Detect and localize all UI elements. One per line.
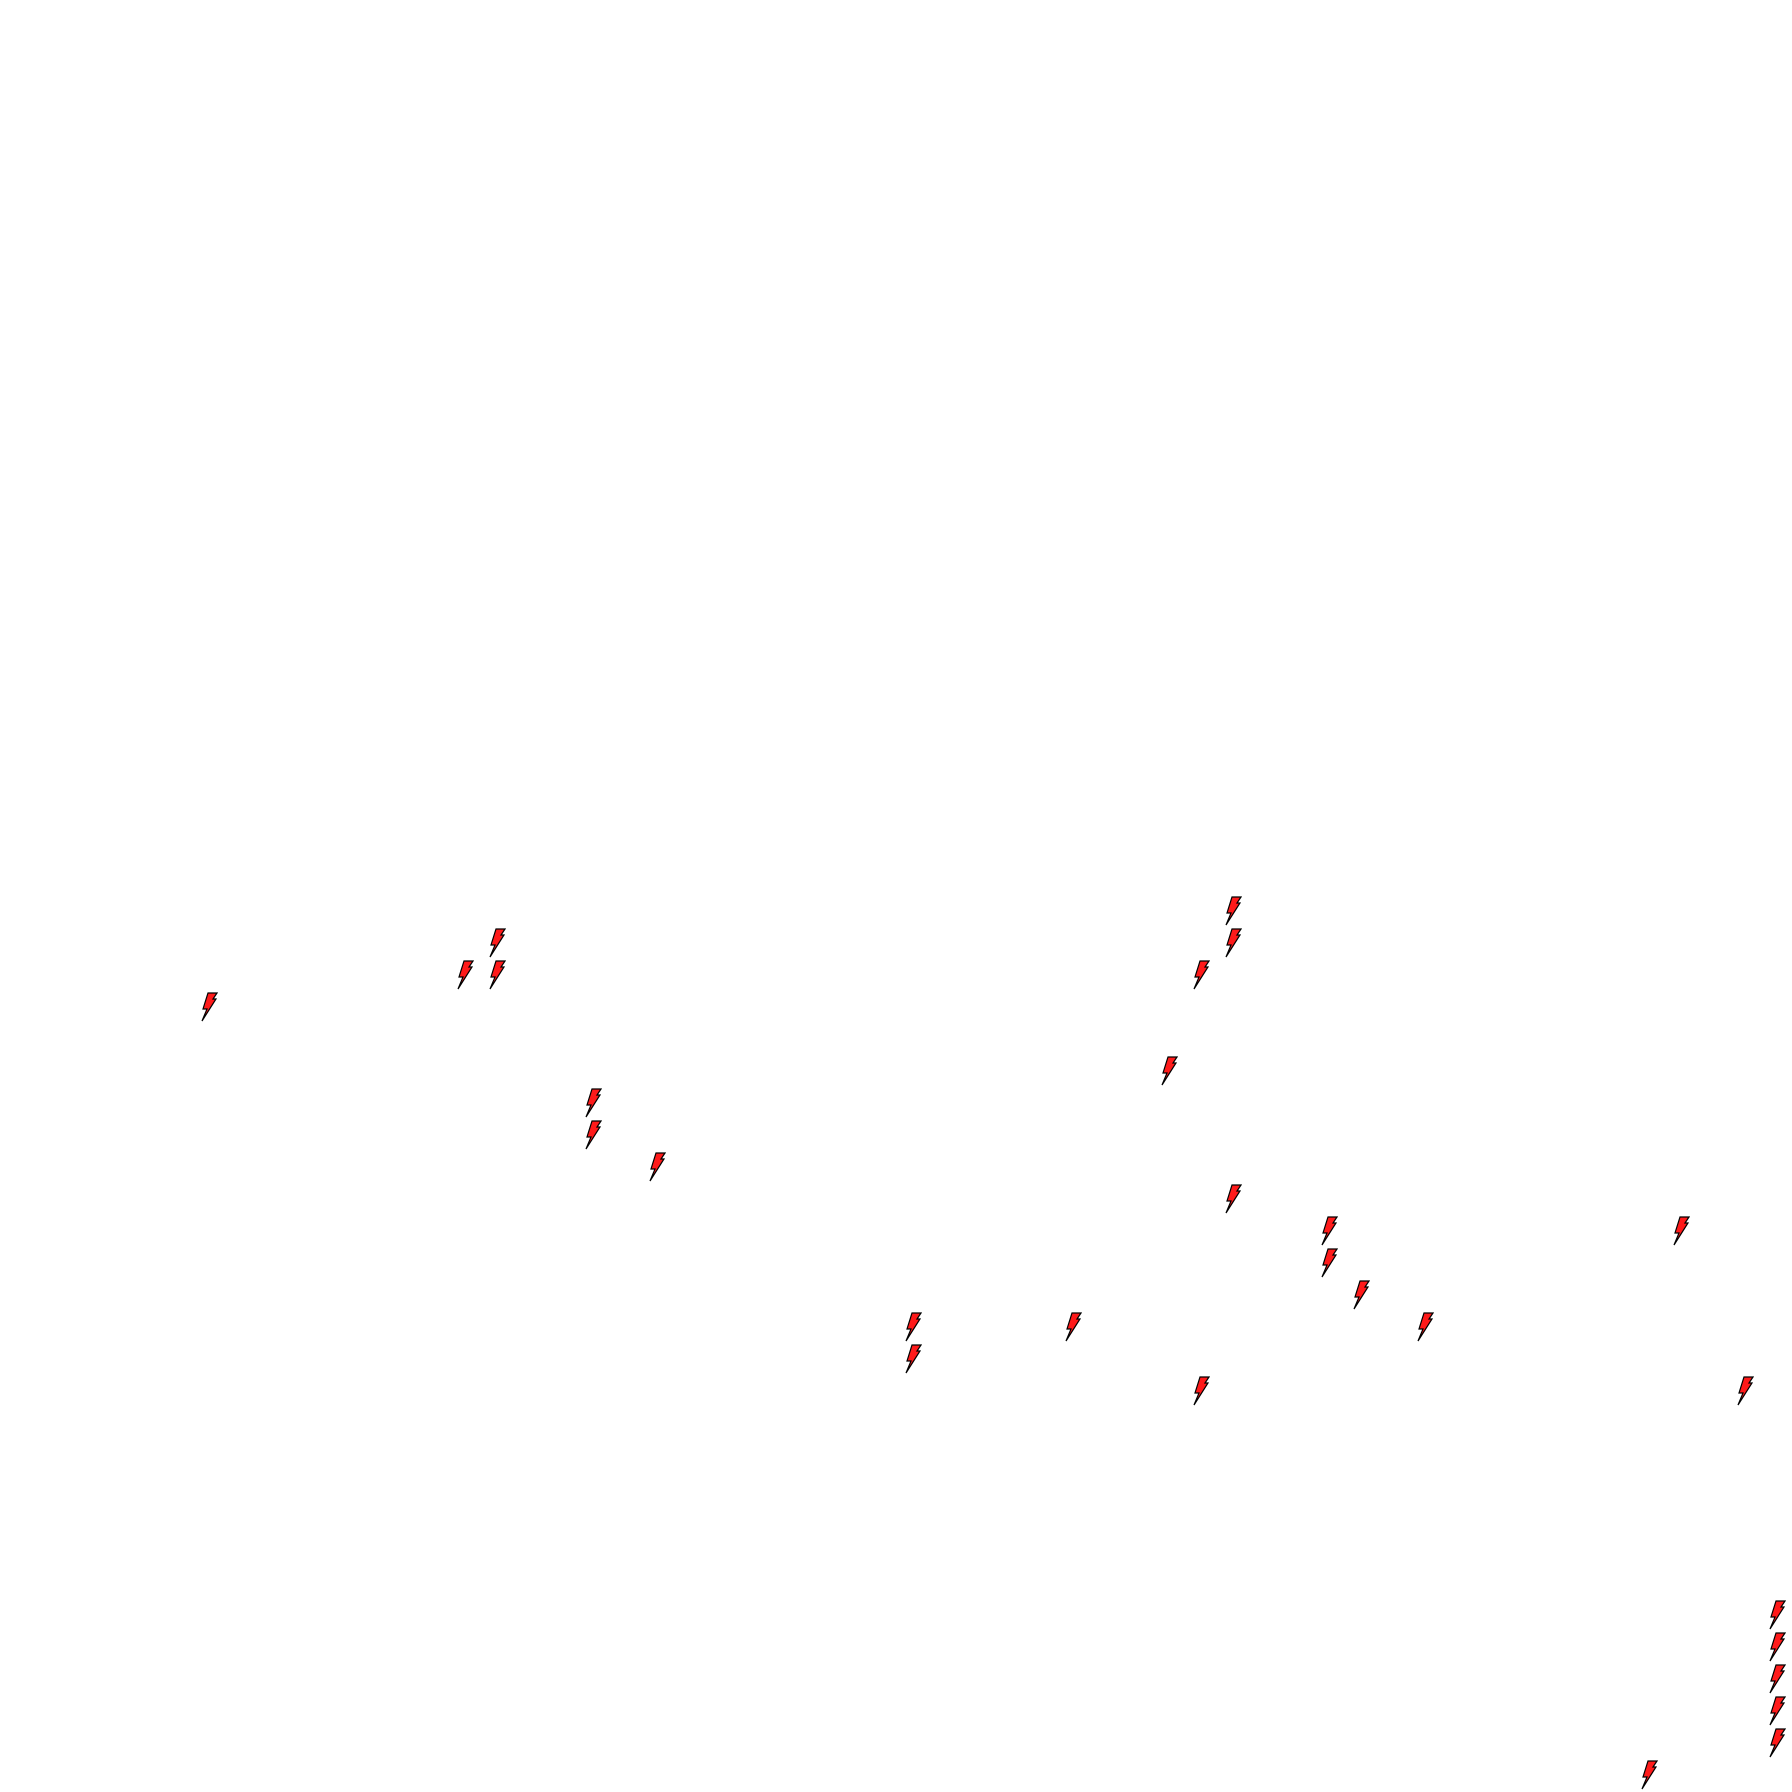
lightning-bolt-icon[interactable]	[1224, 1184, 1242, 1214]
lightning-bolt-icon[interactable]	[1640, 1760, 1658, 1790]
lightning-bolt-icon[interactable]	[584, 1120, 602, 1150]
lightning-bolt-icon[interactable]	[904, 1344, 922, 1374]
lightning-bolt-icon[interactable]	[1768, 1632, 1786, 1662]
lightning-bolt-icon[interactable]	[200, 992, 218, 1022]
lightning-bolt-icon[interactable]	[1064, 1312, 1082, 1342]
lightning-bolt-icon[interactable]	[584, 1088, 602, 1118]
lightning-bolt-icon[interactable]	[1768, 1728, 1786, 1758]
lightning-bolt-icon[interactable]	[1672, 1216, 1690, 1246]
lightning-bolt-icon[interactable]	[1320, 1216, 1338, 1246]
lightning-bolt-icon[interactable]	[1224, 896, 1242, 926]
lightning-bolt-icon[interactable]	[488, 960, 506, 990]
lightning-bolt-icon[interactable]	[1192, 960, 1210, 990]
lightning-bolt-icon[interactable]	[488, 928, 506, 958]
lightning-bolt-icon[interactable]	[1224, 928, 1242, 958]
lightning-bolt-icon[interactable]	[1160, 1056, 1178, 1086]
lightning-bolt-icon[interactable]	[1352, 1280, 1370, 1310]
lightning-bolt-icon[interactable]	[1768, 1600, 1786, 1630]
lightning-bolt-icon[interactable]	[1192, 1376, 1210, 1406]
lightning-bolt-icon[interactable]	[1416, 1312, 1434, 1342]
lightning-bolt-icon[interactable]	[1768, 1664, 1786, 1694]
lightning-bolt-icon[interactable]	[904, 1312, 922, 1342]
lightning-bolt-icon[interactable]	[648, 1152, 666, 1182]
lightning-bolt-icon[interactable]	[1320, 1248, 1338, 1278]
lightning-bolt-icon[interactable]	[456, 960, 474, 990]
lightning-bolt-icon[interactable]	[1768, 1696, 1786, 1726]
lightning-bolt-icon[interactable]	[1736, 1376, 1754, 1406]
